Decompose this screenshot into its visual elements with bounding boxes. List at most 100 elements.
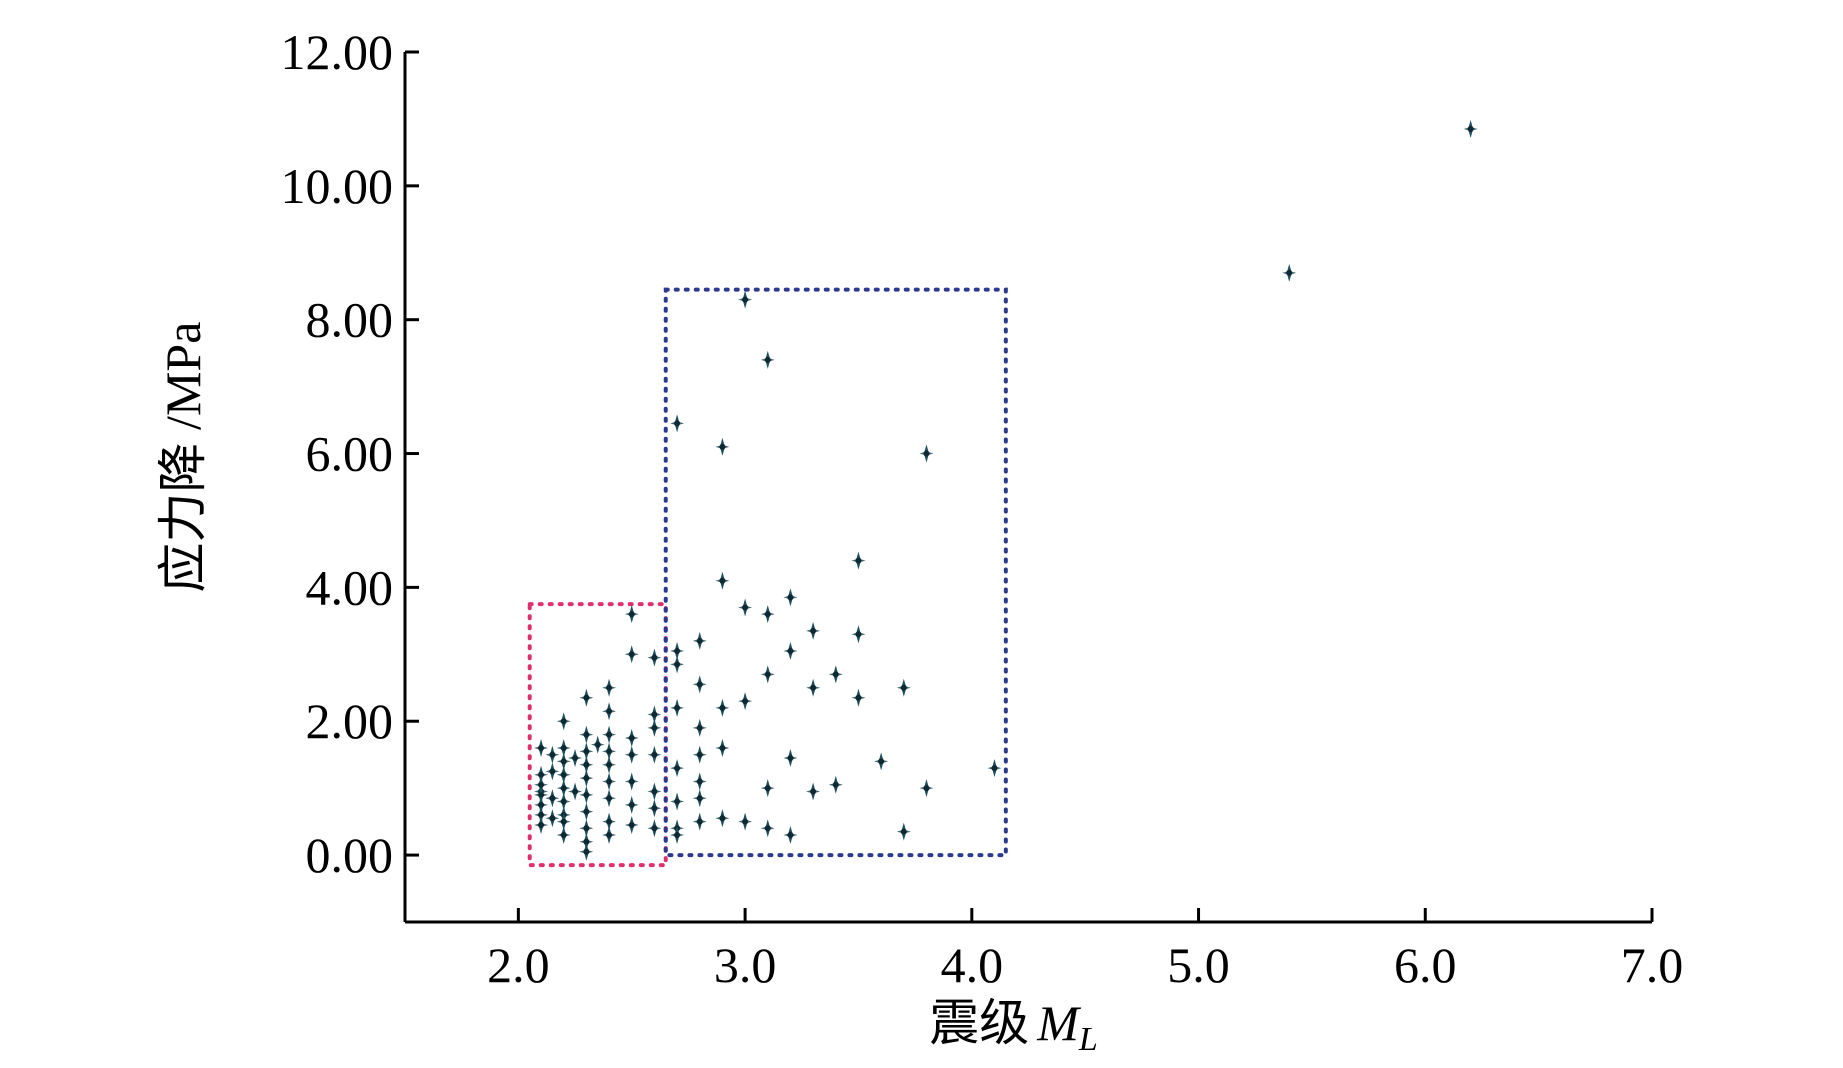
data-point (783, 588, 798, 607)
data-point (534, 815, 549, 834)
data-point (602, 812, 617, 831)
data-point (545, 745, 560, 764)
data-point (590, 735, 605, 754)
data-point (692, 675, 707, 694)
data-point (715, 698, 730, 717)
x-tick-label: 3.0 (714, 937, 777, 993)
data-point (579, 802, 594, 821)
data-point (806, 621, 821, 640)
x-tick-label: 7.0 (1621, 937, 1684, 993)
data-point (715, 571, 730, 590)
data-point (806, 678, 821, 697)
data-point (919, 779, 934, 798)
data-point (647, 782, 662, 801)
data-point (647, 745, 662, 764)
axes (403, 52, 1652, 924)
data-point (670, 759, 685, 778)
data-point (670, 641, 685, 660)
data-point (738, 812, 753, 831)
data-point (760, 665, 775, 684)
data-point (783, 826, 798, 844)
data-point (760, 819, 775, 838)
x-tick-label: 5.0 (1167, 937, 1230, 993)
data-point (579, 785, 594, 804)
data-point (568, 782, 583, 801)
red-dotted-box (527, 602, 668, 868)
data-points (534, 119, 1478, 861)
data-point (738, 598, 753, 617)
data-point (545, 789, 560, 808)
data-point (602, 789, 617, 808)
y-tick-label: 2.00 (306, 693, 394, 749)
data-point (568, 749, 583, 768)
data-point (534, 805, 549, 824)
data-point (556, 712, 571, 731)
data-point (545, 809, 560, 828)
data-point (534, 765, 549, 784)
y-tick-label: 4.00 (306, 559, 394, 615)
data-point (556, 752, 571, 771)
x-tick-label: 4.0 (941, 937, 1004, 993)
data-point (602, 826, 617, 844)
data-point (579, 755, 594, 774)
data-point (760, 605, 775, 624)
data-point (715, 437, 730, 456)
data-point (579, 725, 594, 744)
data-point (556, 812, 571, 831)
blue-dotted-box (663, 287, 1008, 858)
data-point (624, 795, 639, 814)
data-point (624, 605, 639, 624)
data-point (579, 832, 594, 851)
y-tick-label: 6.00 (306, 426, 394, 482)
y-tick-label: 12.00 (281, 24, 394, 80)
data-point (919, 444, 934, 463)
data-point (692, 718, 707, 737)
data-point (534, 775, 549, 794)
data-point (579, 819, 594, 838)
region-boxes (527, 287, 1008, 868)
y-tick-label: 8.00 (306, 292, 394, 348)
data-point (579, 769, 594, 788)
data-point (602, 678, 617, 697)
data-point (602, 755, 617, 774)
data-point (534, 795, 549, 814)
x-axis-title: 震级 ML (929, 995, 1098, 1058)
data-point (624, 772, 639, 791)
data-point (647, 819, 662, 838)
data-point (760, 350, 775, 369)
data-point (874, 752, 889, 771)
x-tick-label: 2.0 (487, 937, 550, 993)
x-axis-title-text: 震级 (929, 995, 1029, 1051)
data-point (556, 792, 571, 811)
data-point (987, 759, 1002, 778)
data-point (828, 665, 843, 684)
data-point (602, 725, 617, 744)
x-axis-title-symbol: M (1036, 995, 1081, 1051)
data-point (1463, 119, 1478, 138)
data-point (624, 745, 639, 764)
data-point (692, 745, 707, 764)
y-ticks: 0.00 2.00 4.00 6.00 8.00 10.00 12.00 (281, 24, 419, 883)
data-point (738, 290, 753, 309)
data-point (851, 688, 866, 707)
data-point (896, 822, 911, 841)
data-point (556, 765, 571, 784)
y-tick-label: 0.00 (306, 827, 394, 883)
data-point (851, 551, 866, 570)
data-point (670, 655, 685, 674)
data-point (783, 641, 798, 660)
x-axis-title-subscript: L (1078, 1021, 1098, 1058)
x-ticks: 2.0 3.0 4.0 5.0 6.0 7.0 (487, 908, 1683, 993)
data-point (692, 789, 707, 808)
data-point (715, 809, 730, 828)
data-point (602, 742, 617, 761)
data-point (556, 739, 571, 757)
data-point (647, 799, 662, 818)
data-point (534, 739, 549, 757)
data-point (624, 815, 639, 834)
data-point (851, 625, 866, 644)
data-point (647, 718, 662, 737)
data-point (602, 772, 617, 791)
data-point (670, 698, 685, 717)
